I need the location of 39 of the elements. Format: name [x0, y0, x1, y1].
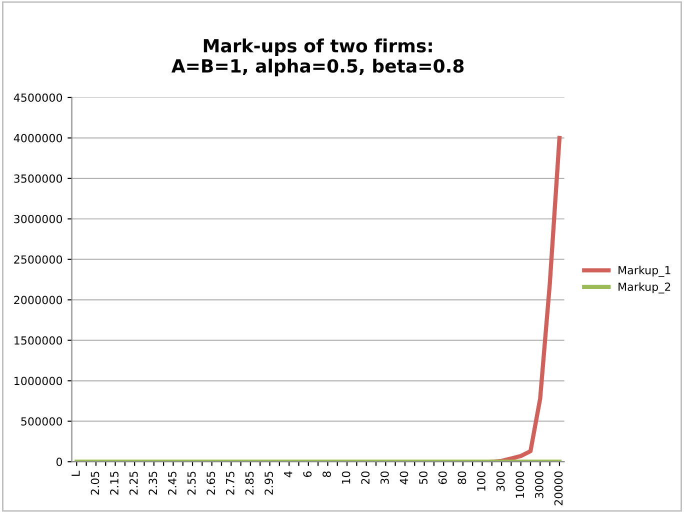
x-tick-label: 20000	[554, 471, 563, 506]
x-tick-label: 2.05	[90, 472, 100, 495]
x-tick-label: 4	[284, 471, 292, 478]
x-tick-label: 50	[419, 471, 428, 484]
x-tick-label: 300	[496, 471, 505, 492]
x-tick-label: 2.15	[110, 472, 118, 495]
y-tick-label: 1500000	[14, 336, 62, 345]
y-tick-label: 4000000	[14, 134, 62, 142]
x-tick-label: 20	[361, 471, 370, 484]
y-tick-label: 3000000	[14, 214, 62, 224]
x-tick-label: 2.45	[168, 472, 176, 495]
y-tick-label: 1000000	[14, 376, 62, 386]
x-tick-label: 100	[477, 471, 486, 491]
x-tick-label: 8	[322, 471, 331, 478]
y-tick-label: 3500000	[14, 174, 62, 183]
y-tick-label: 2500000	[14, 255, 62, 264]
x-tick-label: 80	[458, 471, 466, 484]
x-tick-label: 2.25	[129, 472, 138, 495]
y-tick-label: 500000	[21, 417, 62, 426]
y-tick-label: 0	[56, 458, 62, 466]
x-tick-label: 2.55	[187, 472, 196, 495]
x-tick-label: 30	[380, 471, 389, 484]
x-tick-label: 2.35	[148, 472, 158, 495]
legend-label: Markup_2	[618, 282, 670, 294]
x-tick-label: 3000	[534, 471, 544, 498]
legend-label: Markup_1	[618, 266, 670, 277]
x-tick-label: 2.75	[226, 472, 234, 495]
y-tick-label: 4500000	[14, 93, 62, 102]
x-tick-label: 1000	[516, 471, 524, 498]
x-tick-label: 2.65	[206, 472, 216, 495]
x-tick-label: 40	[400, 471, 408, 484]
x-tick-label: 2.95	[264, 472, 273, 495]
chart-title: Mark-ups of two firms: A=B=1, alpha=0.5, beta=0.8	[171, 38, 464, 76]
y-tick-label: 2000000	[14, 296, 62, 304]
x-tick-label: 6	[303, 471, 312, 478]
x-tick-label: L	[72, 470, 80, 476]
x-tick-label: 2.85	[245, 472, 254, 495]
x-tick-label: 60	[438, 471, 447, 484]
x-tick-label: 10	[342, 471, 350, 484]
